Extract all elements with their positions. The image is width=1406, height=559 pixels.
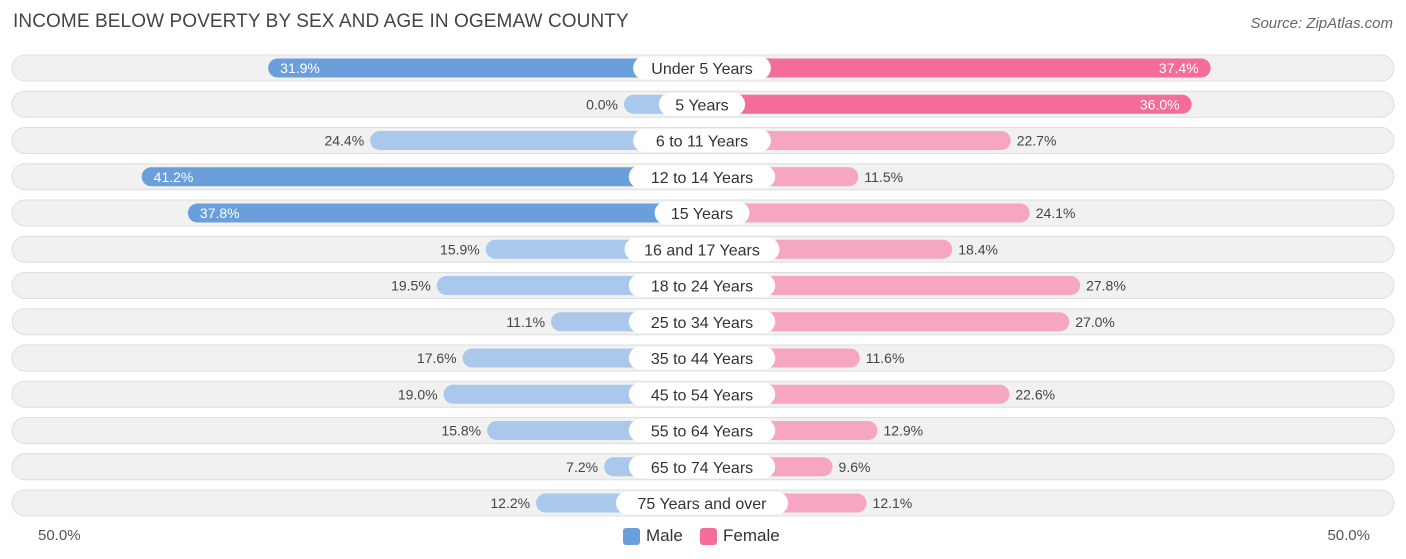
data-label-male: 19.5% [391,278,431,294]
data-label-female: 36.0% [1140,96,1180,112]
chart-title: INCOME BELOW POVERTY BY SEX AND AGE IN O… [13,11,629,32]
category-label: 6 to 11 Years [656,134,748,151]
bar-female [702,58,1211,78]
data-label-male: 11.1% [506,314,545,330]
bar-male [268,58,702,78]
data-label-female: 22.6% [1015,386,1055,402]
data-label-male: 7.2% [566,459,598,475]
data-label-female: 22.7% [1017,133,1057,149]
data-label-male: 0.0% [586,96,618,112]
data-label-female: 37.4% [1159,60,1199,76]
legend-swatch-male [623,527,640,545]
bar-female [702,384,1010,404]
category-label-bg [624,237,780,261]
category-label-bg [628,346,776,370]
category-label-bg [633,129,771,152]
source-note: Source: ZipAtlas.com [1250,15,1393,32]
data-label-female: 18.4% [958,241,998,257]
bar-female [702,276,1081,295]
category-label: 65 to 74 Years [651,460,753,477]
bar-female [702,131,1011,150]
category-label-bg [654,201,750,225]
data-label-male: 41.2% [154,169,194,185]
legend-item-male[interactable]: Male [623,526,683,546]
legend-label-male: Male [646,526,683,545]
data-label-female: 12.1% [873,495,913,511]
category-label-bg [615,491,789,515]
category-label: 55 to 64 Years [651,424,753,441]
bar-male [187,203,703,223]
data-label-male: 24.4% [324,133,364,149]
data-label-female: 27.0% [1075,314,1115,330]
category-label: 75 Years and over [638,496,768,513]
data-label-male: 15.9% [440,241,480,257]
category-label-bg [628,455,776,479]
bar-female [702,94,1192,114]
data-label-male: 19.0% [398,386,438,402]
legend-swatch-female [700,527,717,545]
data-label-male: 31.9% [280,60,320,76]
category-label: 16 and 17 Years [644,242,760,259]
category-label: 35 to 44 Years [651,351,753,368]
legend: Male Female [0,522,1406,546]
category-label: 18 to 24 Years [651,279,753,296]
category-label-bg [628,310,776,334]
category-label: 12 to 14 Years [651,170,753,187]
data-label-male: 12.2% [490,495,530,511]
axis-max-label: 50.0% [1327,527,1370,544]
axis-min-label: 50.0% [38,527,81,544]
bar-female [702,312,1070,332]
data-label-female: 9.6% [839,459,871,475]
category-label-bg [628,382,776,406]
data-label-female: 12.9% [883,423,923,439]
legend-label-female: Female [723,526,780,545]
category-label: 15 Years [671,206,733,223]
category-label-bg [633,56,771,80]
bar-male [141,167,702,187]
category-label: 25 to 34 Years [651,315,753,332]
legend-item-female[interactable]: Female [700,526,780,546]
bar-male [370,131,702,150]
bar-female [702,203,1030,223]
data-label-female: 27.8% [1086,278,1126,294]
category-label: 5 Years [675,97,728,114]
data-label-male: 37.8% [200,205,240,221]
category-label-bg [628,274,776,297]
data-label-female: 24.1% [1036,205,1076,221]
category-label: 45 to 54 Years [651,387,753,404]
category-label: Under 5 Years [651,61,752,78]
category-label-bg [628,419,776,442]
data-label-female: 11.6% [866,350,905,366]
data-label-male: 17.6% [417,350,457,366]
data-label-male: 15.8% [441,423,481,439]
data-label-female: 11.5% [864,169,903,185]
category-label-bg [658,92,746,116]
category-label-bg [628,165,776,189]
